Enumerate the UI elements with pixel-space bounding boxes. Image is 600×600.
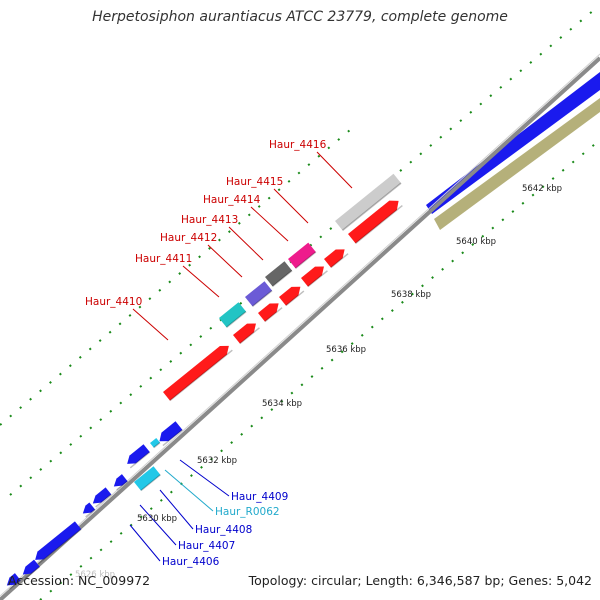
gene-haur-4407-b[interactable] <box>92 487 112 504</box>
gene-haur-4411-b[interactable] <box>258 303 279 322</box>
gene-haur-r0062[interactable] <box>134 466 161 491</box>
accession-text: Accession: NC_009972 <box>8 573 151 588</box>
gene-haur-4415-shadow <box>355 204 403 244</box>
topology-text: Topology: circular; Length: 6,346,587 bp… <box>248 573 592 588</box>
gene-haur-4406-c[interactable] <box>6 573 21 586</box>
gene-haur-4411-b-shadow <box>264 307 283 323</box>
gene-label-haur_4409: Haur_4409 <box>231 491 288 503</box>
gene-label-haur_4412: Haur_4412 <box>160 232 217 244</box>
gene-label-haur_4414: Haur_4414 <box>203 194 261 206</box>
tick-row-upper <box>0 129 351 426</box>
gene-haur-r0062-b-shadow <box>153 442 161 449</box>
gene-haur-4412[interactable] <box>245 281 273 307</box>
gene-haur-4406-shadow <box>37 528 82 565</box>
map-title: Herpetosiphon aurantiacus ATCC 23779, co… <box>92 9 508 25</box>
gene-haur-4414-b[interactable] <box>324 249 345 268</box>
gene-haur-4407-c[interactable] <box>82 502 96 514</box>
gene-haur-4413-shadow <box>272 270 293 287</box>
gene-label-haur_4408: Haur_4408 <box>195 524 252 536</box>
genome-backbone <box>0 56 600 600</box>
leader-line-haur_4414 <box>250 206 289 242</box>
gene-label-haur_4410: Haur_4410 <box>85 296 142 308</box>
leader-line-haur_4412 <box>207 244 243 278</box>
position-label-5626-kbp: 5626 kbp <box>75 570 115 580</box>
position-label-5638-kbp: 5638 kbp <box>391 290 431 300</box>
gene-label-haur_4415: Haur_4415 <box>226 176 283 188</box>
gene-label-haur_4407: Haur_4407 <box>178 540 235 552</box>
leader-line-haur_4407 <box>139 504 177 546</box>
leader-line-haur_4416 <box>316 151 353 189</box>
gene-haur-4411-shadow <box>226 311 247 328</box>
leader-line-haur_4409 <box>179 459 230 497</box>
gene-label-haur_r0062: Haur_R0062 <box>215 506 280 518</box>
gene-haur-4412-b[interactable] <box>279 286 301 306</box>
gene-haur-4409[interactable] <box>159 421 183 442</box>
genome-backbone-highlight <box>0 53 600 597</box>
gene-haur-4410-b[interactable] <box>233 323 256 344</box>
gene-haur-4416[interactable] <box>335 173 402 231</box>
position-label-5636-kbp: 5636 kbp <box>326 345 366 355</box>
position-label-5634-kbp: 5634 kbp <box>262 399 302 409</box>
gene-label-haur_4416: Haur_4416 <box>269 139 327 151</box>
outer-track-khaki <box>434 98 600 230</box>
gene-label-haur_4406: Haur_4406 <box>162 556 220 568</box>
gene-haur-4408[interactable] <box>127 444 150 464</box>
gene-haur-4407[interactable] <box>113 474 128 487</box>
gene-haur-4410[interactable] <box>163 345 229 401</box>
position-label-5640-kbp: 5640 kbp <box>456 237 496 247</box>
gene-haur-4410-shadow <box>169 349 233 402</box>
gene-haur-4407-c-shadow <box>85 508 96 518</box>
leader-line-haur_4415 <box>273 188 309 224</box>
gene-haur-4406-c-shadow <box>9 579 22 590</box>
gene-haur-4415[interactable] <box>348 200 399 244</box>
gene-haur-4413-b[interactable] <box>301 266 324 287</box>
gene-haur-4406-b-shadow <box>25 566 41 579</box>
gene-haur-4408-shadow <box>129 451 151 469</box>
gene-haur-4406[interactable] <box>35 521 82 560</box>
leader-line-haur_4408 <box>159 489 194 530</box>
gene-haur-4407-b-shadow <box>95 493 112 508</box>
tick-row-inner <box>39 139 600 600</box>
gene-haur-4413-b-shadow <box>307 270 328 288</box>
gene-haur-4414-shadow <box>295 251 317 269</box>
gene-haur-4416-shadow <box>342 182 402 231</box>
gene-haur-4414-b-shadow <box>330 253 349 269</box>
gene-haur-r0062-shadow <box>140 474 161 492</box>
gene-label-haur_4411: Haur_4411 <box>135 253 192 265</box>
position-label-5642-kbp: 5642 kbp <box>522 184 562 194</box>
leader-line-haur_4406 <box>129 524 161 562</box>
gene-haur-r0062-b[interactable] <box>150 437 161 448</box>
gene-haur-4410-b-shadow <box>239 327 260 345</box>
leader-line-haur_4413 <box>228 226 264 261</box>
leader-line-haur_4411 <box>182 265 220 298</box>
leader-line-haur_r0062 <box>164 469 214 512</box>
gene-haur-4412-b-shadow <box>285 290 305 307</box>
gene-haur-4406-b[interactable] <box>22 559 40 575</box>
gene-haur-4409-shadow <box>162 429 183 447</box>
gene-haur-4412-shadow <box>252 290 273 307</box>
gene-haur-4411[interactable] <box>219 302 247 328</box>
gene-haur-4414[interactable] <box>288 242 316 269</box>
leader-line-haur_4410 <box>132 308 169 341</box>
gene-label-haur_4413: Haur_4413 <box>181 214 238 226</box>
gene-haur-4407-shadow <box>116 480 129 491</box>
gene-haur-4413[interactable] <box>265 261 293 287</box>
position-label-5632-kbp: 5632 kbp <box>197 456 237 466</box>
position-label-5630-kbp: 5630 kbp <box>137 514 177 524</box>
